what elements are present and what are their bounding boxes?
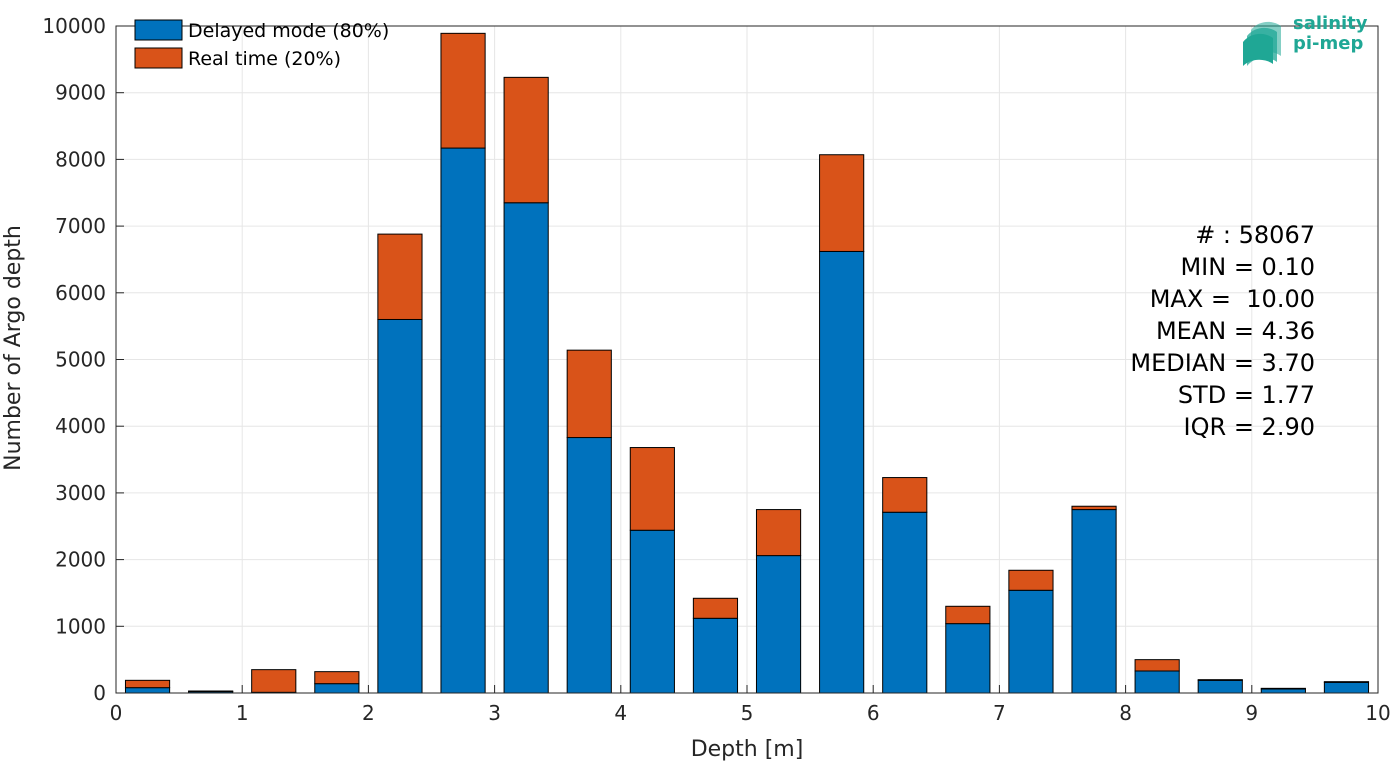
y-tick-label: 4000	[55, 414, 106, 438]
salinity-pimep-logo: salinity pi-mep	[1243, 14, 1368, 66]
bars-layer	[124, 32, 1370, 694]
bar-real-time	[819, 154, 865, 252]
bar-delayed-mode	[1134, 670, 1180, 694]
x-tick-label: 7	[993, 701, 1006, 725]
bar-delayed-mode	[755, 555, 802, 694]
legend-swatch	[134, 19, 183, 41]
y-tick-label: 3000	[55, 481, 106, 505]
stat-iqr: IQR = 2.90	[1183, 413, 1315, 441]
legend-label: Delayed mode (80%)	[188, 20, 389, 42]
y-tick-label: 2000	[55, 548, 106, 572]
x-axis-label: Depth [m]	[691, 737, 804, 762]
stat-max: MAX = 10.00	[1149, 285, 1315, 313]
bar-real-time	[1260, 687, 1306, 690]
bar-real-time	[314, 671, 360, 685]
y-tick-label: 9000	[55, 81, 106, 105]
stat-min: MIN = 0.10	[1180, 253, 1315, 281]
bar-real-time	[629, 447, 675, 531]
bar-real-time	[1197, 679, 1243, 681]
stat-mean: MEAN = 4.36	[1155, 317, 1315, 345]
bar-delayed-mode	[629, 529, 675, 694]
bar-delayed-mode	[124, 687, 171, 694]
x-tick-label: 10	[1365, 701, 1390, 725]
bar-delayed-mode	[1008, 589, 1054, 694]
bar-real-time	[1071, 505, 1117, 511]
y-tick-label: 5000	[55, 348, 106, 372]
bar-real-time	[251, 669, 297, 693]
bar-delayed-mode	[1071, 509, 1117, 694]
legend: Delayed mode (80%) Real time (20%)	[134, 19, 389, 70]
bar-real-time	[945, 605, 991, 625]
bar-delayed-mode	[314, 683, 360, 694]
x-tick-label: 1	[236, 701, 249, 725]
bar-delayed-mode	[819, 250, 865, 694]
logo-line-1: salinity	[1293, 13, 1368, 34]
y-tick-label: 6000	[55, 281, 106, 305]
bar-real-time	[566, 349, 612, 439]
x-tick-label: 0	[110, 701, 123, 725]
bar-delayed-mode	[1260, 688, 1306, 694]
bar-real-time	[503, 76, 549, 204]
bar-real-time	[755, 509, 802, 557]
bar-real-time	[377, 233, 423, 320]
x-tick-label: 6	[867, 701, 880, 725]
stat-std: STD = 1.77	[1177, 381, 1315, 409]
logo-line-2: pi-mep	[1293, 33, 1364, 54]
bar-delayed-mode	[566, 437, 612, 694]
legend-swatch	[134, 47, 183, 69]
bar-delayed-mode	[503, 202, 549, 694]
y-tick-label: 10000	[42, 14, 106, 38]
x-tick-label: 9	[1245, 701, 1258, 725]
bar-delayed-mode	[882, 511, 928, 694]
x-tick-label: 8	[1119, 701, 1132, 725]
y-tick-label: 8000	[55, 147, 106, 171]
bar-real-time	[692, 597, 739, 619]
y-axis-label: Number of Argo depth	[1, 225, 26, 471]
x-tick-label: 5	[741, 701, 754, 725]
logo-text: salinity pi-mep	[1293, 14, 1368, 54]
y-axis-ticks: 0 1000 2000 3000 4000 5000 6000 7000 8000 9000 100…	[42, 14, 124, 705]
x-tick-label: 4	[614, 701, 627, 725]
wave-logo-icon	[1243, 21, 1281, 66]
bar-delayed-mode	[1323, 681, 1370, 694]
bar-real-time	[124, 679, 171, 689]
stat-median: MEDIAN = 3.70	[1130, 349, 1315, 377]
y-tick-label: 1000	[55, 614, 106, 638]
legend-label: Real time (20%)	[188, 48, 341, 70]
bar-delayed-mode	[377, 318, 423, 694]
bar-real-time	[188, 690, 234, 693]
bar-delayed-mode	[440, 147, 486, 694]
statistics-box: # : 58067 MIN = 0.10 MAX = 10.00 MEAN = …	[1130, 219, 1315, 443]
y-tick-label: 7000	[55, 214, 106, 238]
bar-real-time	[1008, 569, 1054, 591]
bar-real-time	[1134, 659, 1180, 672]
bar-delayed-mode	[1197, 679, 1243, 694]
bar-real-time	[1323, 681, 1370, 683]
x-tick-label: 2	[362, 701, 375, 725]
bar-real-time	[882, 477, 928, 513]
stat-count: # : 58067	[1195, 221, 1315, 249]
bar-delayed-mode	[945, 623, 991, 694]
bar-real-time	[440, 32, 486, 149]
x-axis-ticks: 0 1 2 3 4 5 6 7 8 9 10	[110, 685, 1391, 725]
bar-delayed-mode	[692, 617, 739, 694]
x-tick-label: 3	[488, 701, 501, 725]
y-tick-label: 0	[93, 681, 106, 705]
